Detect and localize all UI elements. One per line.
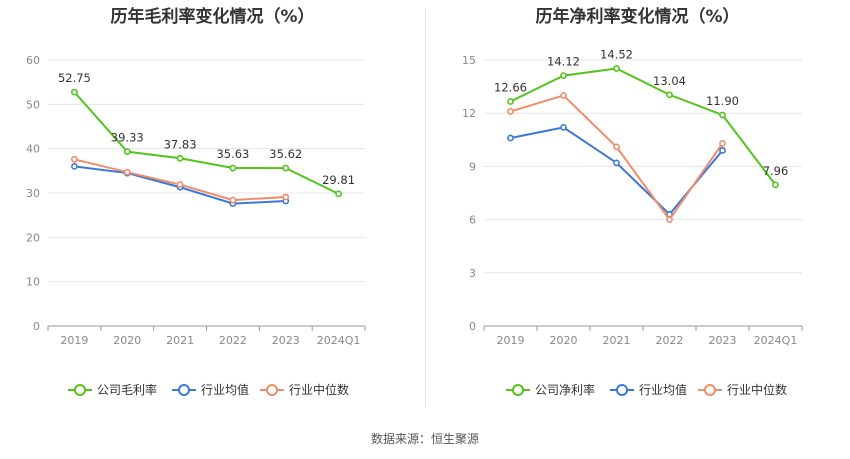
y-tick-label: 3 [469, 267, 476, 280]
legend-item[interactable]: 行业均值 [610, 382, 687, 397]
legend-item[interactable]: 公司毛利率 [68, 382, 157, 397]
y-tick-label: 10 [26, 276, 40, 289]
y-tick-label: 0 [33, 320, 40, 333]
y-tick-label: 0 [469, 320, 476, 333]
x-tick-label: 2023 [272, 334, 300, 347]
data-point [229, 196, 237, 204]
legend-item[interactable]: 行业均值 [172, 382, 249, 397]
data-label: 13.04 [653, 74, 686, 88]
data-point [507, 108, 514, 115]
data-point [123, 168, 131, 176]
net-margin-chart: 0 3 6 9 12 15 2019 2020 2021 2022 2023 2024Q1 12.66 1… [462, 48, 803, 397]
x-tick-label: 2019 [60, 334, 88, 347]
x-tick-label: 2019 [497, 334, 525, 347]
series-line [510, 126, 724, 216]
data-label: 11.90 [706, 94, 739, 108]
chart-title-net-margin: 历年净利率变化情况（%） [535, 7, 740, 27]
series-line [510, 67, 777, 186]
series-line [510, 94, 724, 222]
x-tick-label: 2023 [709, 334, 737, 347]
data-point [282, 164, 290, 172]
legend-label: 公司毛利率 [97, 382, 157, 397]
y-tick-label: 6 [469, 214, 476, 227]
data-label: 35.63 [216, 147, 249, 161]
legend-label: 公司净利率 [535, 382, 595, 397]
data-point [123, 148, 131, 156]
data-point [335, 190, 342, 198]
x-tick-label: 2020 [113, 334, 141, 347]
data-point [71, 155, 78, 163]
legend-item[interactable]: 行业中位数 [260, 382, 349, 397]
data-point [772, 181, 779, 189]
legend-marker [512, 384, 524, 396]
data-label: 14.52 [600, 48, 633, 62]
data-point [719, 111, 726, 119]
x-tick-label: 2020 [550, 334, 578, 347]
x-tick-label: 2022 [656, 334, 684, 347]
data-label: 14.12 [547, 55, 580, 69]
y-tick-label: 60 [26, 54, 40, 67]
data-point [507, 134, 514, 142]
data-label: 52.75 [58, 71, 91, 85]
y-tick-label: 30 [26, 187, 40, 200]
data-label: 7.96 [763, 164, 789, 178]
y-tick-label: 20 [26, 231, 40, 244]
data-point [560, 72, 567, 80]
data-point [719, 139, 726, 147]
legend-label: 行业均值 [201, 382, 249, 397]
data-point [176, 154, 184, 162]
data-point [71, 88, 78, 96]
legend-label: 行业均值 [639, 382, 687, 397]
x-tick-label: 2022 [219, 334, 247, 347]
chart-title-gross-margin: 历年毛利率变化情况（%） [110, 7, 315, 27]
legend-marker [616, 384, 628, 396]
data-point [666, 91, 673, 99]
data-label: 35.62 [269, 147, 302, 161]
legend-marker [704, 384, 716, 396]
data-point [719, 147, 726, 154]
data-point [666, 216, 673, 223]
x-tick-label: 2024Q1 [754, 334, 798, 347]
legend-label: 行业中位数 [289, 382, 349, 397]
data-point [176, 181, 184, 188]
data-point [71, 162, 78, 170]
legend-item[interactable]: 行业中位数 [698, 382, 787, 397]
data-label: 12.66 [494, 80, 527, 94]
data-point [613, 159, 620, 167]
legend-marker [74, 384, 86, 396]
data-point [613, 143, 620, 151]
data-point [560, 123, 567, 131]
data-label: 37.83 [164, 137, 197, 151]
x-tick-label: 2021 [166, 334, 194, 347]
data-point [507, 98, 514, 105]
y-tick-label: 12 [462, 107, 476, 120]
data-source-note: 数据来源：恒生聚源 [370, 432, 479, 446]
y-tick-label: 50 [26, 98, 40, 111]
chart-divider [425, 8, 426, 408]
legend-label: 行业中位数 [727, 382, 787, 397]
data-point [229, 164, 237, 172]
data-point [613, 65, 620, 72]
data-point [282, 193, 290, 201]
legend-marker [266, 384, 278, 396]
data-label: 39.33 [111, 131, 144, 145]
gross-margin-chart: 0 10 20 30 40 50 60 2019 2020 2021 2022 2023 2024Q1 5… [26, 54, 366, 397]
series-line [73, 91, 340, 195]
data-label: 29.81 [322, 173, 355, 187]
legend-marker [178, 384, 190, 396]
x-tick-label: 2021 [603, 334, 631, 347]
y-tick-label: 40 [26, 143, 40, 156]
y-tick-label: 15 [462, 54, 476, 67]
x-tick-label: 2024Q1 [317, 334, 361, 347]
legend-item[interactable]: 公司净利率 [506, 382, 595, 397]
data-point [560, 92, 567, 99]
y-tick-label: 9 [469, 160, 476, 173]
